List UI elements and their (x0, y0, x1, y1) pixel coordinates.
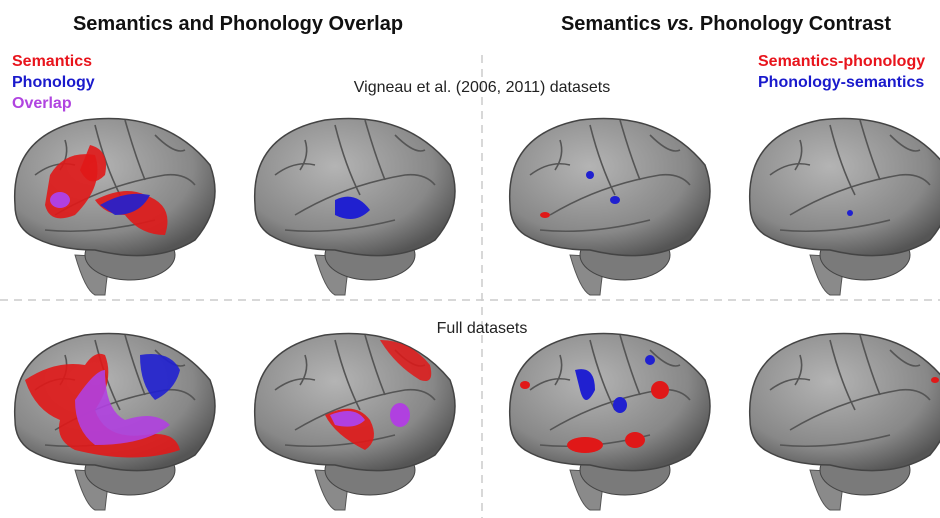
legend-label: Semantics-phonology (758, 53, 925, 70)
brain (255, 333, 455, 510)
left-title: Semantics and Phonology Overlap (73, 13, 403, 35)
brain (750, 333, 940, 510)
brain (15, 118, 215, 295)
brain (255, 118, 455, 295)
right-title: Semantics vs. Phonology Contrast (561, 13, 891, 35)
legend-label: Phonology (12, 74, 95, 91)
brain (15, 333, 215, 510)
title-part: Phonology Contrast (694, 13, 891, 35)
title-part: Semantics (561, 13, 667, 35)
brain (510, 333, 710, 510)
figure: Semantics and Phonology Overlap Semantic… (0, 0, 940, 518)
title-part: vs. (667, 13, 695, 35)
row-label: Full datasets (437, 320, 528, 337)
brain (750, 118, 940, 295)
row-label: Vigneau et al. (2006, 2011) datasets (354, 79, 610, 96)
legend-label: Overlap (12, 95, 72, 112)
legend-label: Semantics (12, 53, 92, 70)
legend-label: Phonology-semantics (758, 74, 924, 91)
brain (510, 118, 710, 295)
